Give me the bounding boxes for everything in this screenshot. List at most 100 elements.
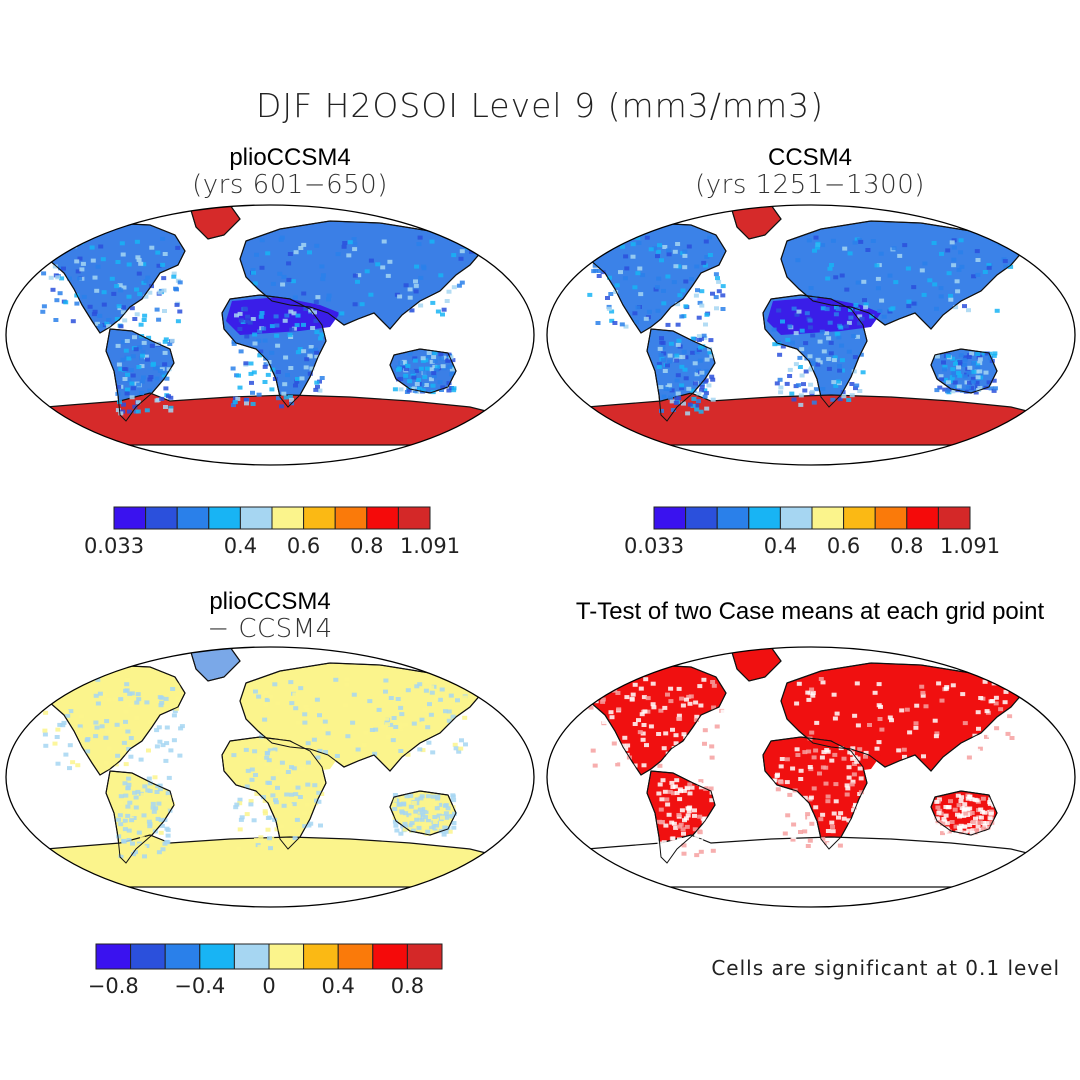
grid-cell bbox=[97, 691, 103, 696]
grid-cell bbox=[146, 819, 152, 824]
grid-cell bbox=[92, 275, 98, 280]
grid-cell bbox=[697, 830, 703, 835]
grid-cell bbox=[368, 292, 374, 297]
grid-cell bbox=[956, 267, 962, 272]
grid-cell bbox=[707, 823, 713, 828]
grid-cell bbox=[238, 817, 244, 822]
grid-cell bbox=[265, 251, 271, 256]
grid-cell bbox=[269, 350, 275, 355]
grid-cell bbox=[230, 366, 236, 371]
grid-cell bbox=[258, 835, 264, 840]
grid-cell bbox=[846, 818, 852, 823]
grid-cell bbox=[962, 802, 968, 807]
grid-cell bbox=[937, 808, 943, 813]
grid-cell bbox=[702, 394, 708, 399]
grid-cell bbox=[920, 690, 926, 695]
grid-cell bbox=[304, 357, 310, 362]
grid-cell bbox=[683, 765, 689, 770]
grid-cell bbox=[422, 370, 428, 375]
grid-cell bbox=[966, 828, 972, 833]
grid-cell bbox=[986, 265, 992, 270]
grid-cell bbox=[974, 828, 979, 833]
grid-cell bbox=[163, 696, 169, 701]
grid-cell bbox=[978, 815, 984, 820]
grid-cell bbox=[295, 350, 301, 355]
grid-cell bbox=[702, 741, 707, 746]
grid-cell bbox=[704, 255, 710, 259]
grid-cell bbox=[314, 243, 320, 248]
grid-cell bbox=[67, 766, 72, 771]
grid-cell bbox=[147, 839, 152, 843]
grid-cell bbox=[838, 811, 844, 816]
grid-cell bbox=[714, 724, 720, 729]
grid-cell bbox=[440, 312, 445, 317]
grid-cell bbox=[829, 263, 834, 267]
grid-cell bbox=[320, 273, 326, 278]
grid-cell bbox=[629, 696, 635, 701]
grid-cell bbox=[804, 311, 810, 316]
grid-cell bbox=[984, 351, 990, 356]
grid-cell bbox=[416, 825, 422, 830]
grid-cell bbox=[135, 409, 141, 414]
grid-cell bbox=[948, 293, 953, 298]
grid-cell bbox=[302, 824, 308, 829]
grid-cell bbox=[397, 802, 403, 807]
grid-cell bbox=[321, 726, 327, 731]
grid-cell bbox=[244, 812, 250, 817]
grid-cell bbox=[147, 377, 153, 382]
grid-cell bbox=[62, 680, 68, 685]
grid-cell bbox=[433, 696, 439, 701]
grid-cell bbox=[646, 309, 652, 314]
grid-cell bbox=[124, 391, 130, 396]
grid-cell bbox=[790, 766, 796, 771]
grid-cell bbox=[254, 838, 259, 842]
grid-cell bbox=[817, 838, 823, 843]
grid-cell bbox=[432, 820, 438, 824]
grid-cell bbox=[403, 367, 409, 372]
grid-cell bbox=[245, 314, 251, 319]
grid-cell bbox=[863, 750, 869, 755]
grid-cell bbox=[802, 750, 808, 755]
grid-cell bbox=[434, 806, 440, 811]
grid-cell bbox=[710, 291, 715, 296]
grid-cell bbox=[661, 746, 667, 751]
grid-cell bbox=[156, 317, 162, 322]
grid-cell bbox=[402, 821, 408, 826]
grid-cell bbox=[166, 367, 172, 372]
grid-cell bbox=[774, 381, 780, 386]
grid-cell bbox=[681, 851, 687, 856]
grid-cell bbox=[826, 357, 832, 361]
grid-cell bbox=[293, 250, 299, 255]
grid-cell bbox=[794, 747, 800, 752]
grid-cell bbox=[791, 805, 797, 810]
grid-cell bbox=[674, 791, 680, 795]
grid-cell bbox=[164, 376, 170, 381]
grid-cell bbox=[666, 812, 672, 817]
grid-cell bbox=[137, 345, 143, 350]
grid-cell bbox=[171, 271, 177, 276]
grid-cell bbox=[165, 833, 171, 838]
grid-cell bbox=[392, 797, 397, 802]
grid-cell bbox=[41, 271, 47, 276]
grid-cell bbox=[935, 823, 940, 828]
grid-cell bbox=[160, 743, 166, 748]
grid-cell bbox=[308, 345, 314, 349]
grid-cell bbox=[177, 280, 183, 285]
grid-cell bbox=[950, 367, 956, 372]
grid-cell bbox=[787, 374, 793, 378]
grid-cell bbox=[288, 680, 294, 685]
grid-cell bbox=[933, 826, 939, 831]
grid-cell bbox=[833, 383, 839, 388]
grid-cell bbox=[392, 819, 398, 824]
grid-cell bbox=[424, 679, 430, 684]
grid-cell bbox=[685, 411, 691, 416]
grid-cell bbox=[272, 817, 278, 822]
grid-cell bbox=[798, 402, 804, 407]
grid-cell bbox=[809, 821, 815, 826]
grid-cell bbox=[469, 249, 474, 254]
grid-cell bbox=[693, 700, 699, 705]
grid-cell bbox=[264, 697, 270, 702]
grid-cell bbox=[136, 258, 142, 262]
grid-cell bbox=[130, 373, 136, 378]
grid-cell bbox=[118, 854, 124, 859]
